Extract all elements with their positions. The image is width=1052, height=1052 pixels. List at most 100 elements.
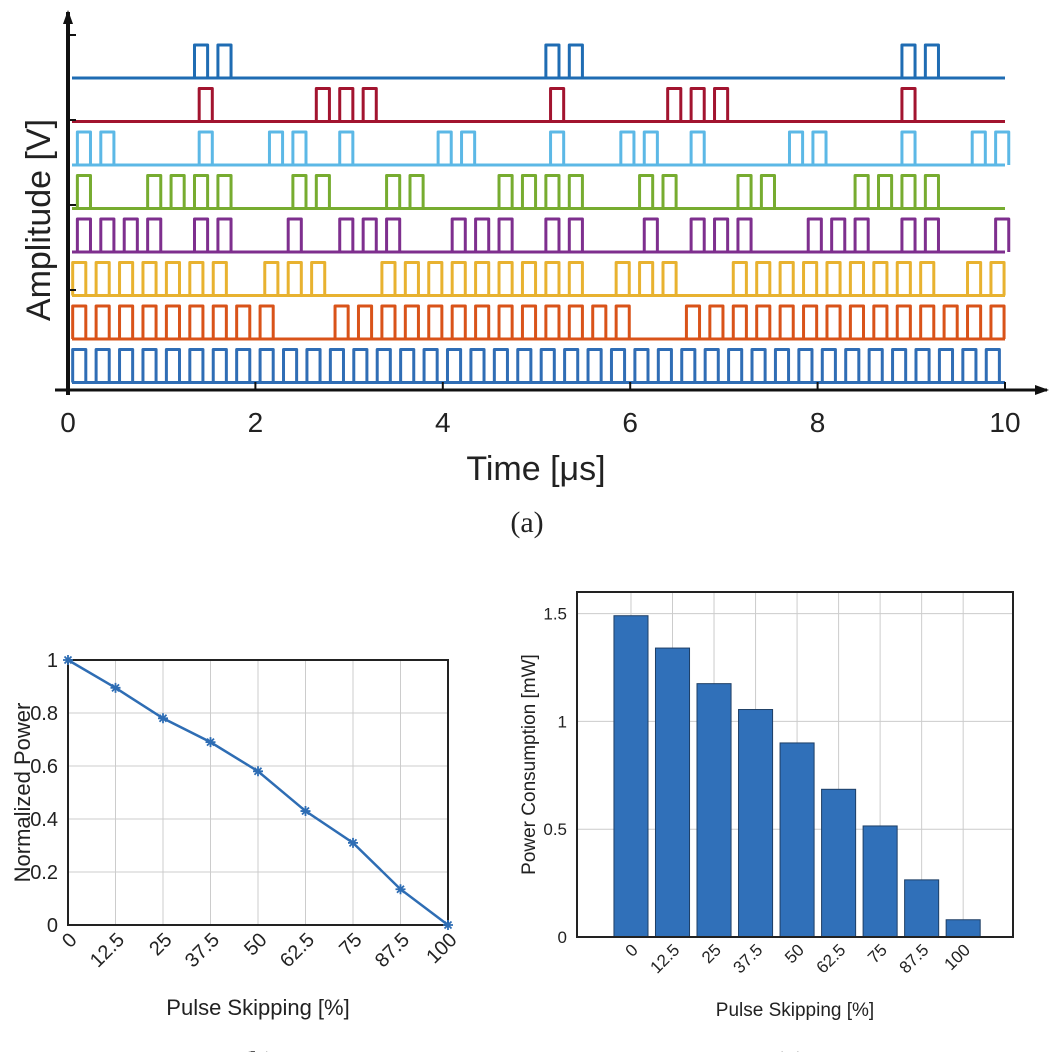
pulse bbox=[642, 217, 659, 252]
pulse bbox=[661, 261, 678, 296]
pulse bbox=[567, 43, 584, 78]
pulse bbox=[403, 261, 420, 296]
pulse bbox=[966, 304, 983, 339]
y-tick-label: 1 bbox=[558, 712, 567, 731]
pulse bbox=[900, 43, 917, 78]
pulse bbox=[474, 304, 491, 339]
pulse bbox=[328, 348, 345, 383]
point-marker bbox=[205, 737, 216, 748]
pulse bbox=[403, 304, 420, 339]
pulse bbox=[919, 261, 936, 296]
pulse bbox=[877, 174, 894, 209]
pulse bbox=[755, 261, 772, 296]
pulse bbox=[122, 217, 139, 252]
pulse bbox=[891, 348, 908, 383]
x-axis-label: Pulse Skipping [%] bbox=[166, 995, 349, 1020]
pulse bbox=[895, 261, 912, 296]
pulse bbox=[338, 87, 355, 122]
pulse bbox=[497, 217, 514, 252]
plot-frame bbox=[67, 659, 449, 926]
x-tick-label: 6 bbox=[622, 407, 638, 438]
pulse bbox=[586, 348, 603, 383]
pulse bbox=[591, 304, 608, 339]
x-tick-label: 87.5 bbox=[371, 929, 414, 972]
pulse bbox=[146, 174, 163, 209]
pulse bbox=[563, 348, 580, 383]
pulse bbox=[460, 130, 477, 165]
x-tick-label: 62.5 bbox=[813, 940, 850, 977]
pulse bbox=[192, 217, 210, 252]
pulse bbox=[469, 348, 486, 383]
pulse bbox=[731, 304, 748, 339]
x-tick-label: 4 bbox=[435, 407, 451, 438]
caption: (a) bbox=[510, 506, 543, 539]
pulse bbox=[984, 348, 1001, 383]
pulse bbox=[755, 304, 772, 339]
pulse bbox=[450, 304, 467, 339]
pulse bbox=[989, 261, 1006, 296]
pulse bbox=[291, 174, 308, 209]
pulse bbox=[71, 304, 88, 339]
pulse bbox=[258, 348, 275, 383]
pulse bbox=[689, 130, 706, 165]
pulse bbox=[211, 261, 228, 296]
pulse bbox=[567, 174, 584, 209]
pulse bbox=[614, 261, 631, 296]
pulse bbox=[71, 261, 88, 296]
y-tick-label: 0.4 bbox=[30, 809, 58, 831]
x-tick-label: 100 bbox=[941, 940, 974, 973]
pulse bbox=[497, 261, 514, 296]
pulse bbox=[642, 130, 659, 165]
pulse bbox=[352, 348, 369, 383]
pulse bbox=[258, 304, 275, 339]
y-axis-label: Power Consumption [mW] bbox=[519, 654, 540, 875]
pulse bbox=[614, 304, 631, 339]
pulse bbox=[867, 348, 884, 383]
pulse bbox=[900, 87, 917, 122]
y-tick-label: 0.5 bbox=[543, 820, 567, 839]
point-marker bbox=[63, 655, 73, 665]
y-tick-label: 0.6 bbox=[30, 756, 58, 778]
pulse bbox=[567, 304, 584, 339]
pulse bbox=[520, 304, 538, 339]
pulse bbox=[689, 87, 706, 122]
bar bbox=[779, 742, 815, 938]
pulse bbox=[188, 261, 205, 296]
pulse bbox=[923, 217, 940, 252]
point-marker bbox=[300, 806, 311, 817]
x-tick-label: 37.5 bbox=[181, 929, 224, 972]
pulse bbox=[291, 130, 308, 165]
x-tick-label: 37.5 bbox=[730, 940, 767, 977]
pulse bbox=[380, 304, 397, 339]
pulse bbox=[919, 304, 936, 339]
pulse bbox=[497, 174, 514, 209]
plot-frame bbox=[576, 591, 1014, 938]
pulse bbox=[192, 174, 210, 209]
pulse bbox=[567, 217, 584, 252]
pulse bbox=[853, 174, 870, 209]
pulse bbox=[544, 174, 561, 209]
pulse bbox=[71, 348, 88, 383]
pulse bbox=[314, 87, 331, 122]
pulse bbox=[923, 174, 940, 209]
caption: (c) bbox=[773, 1046, 806, 1052]
pulse bbox=[703, 348, 720, 383]
pulse bbox=[474, 217, 491, 252]
pulse bbox=[146, 217, 163, 252]
pulse bbox=[830, 217, 847, 252]
pulse bbox=[267, 130, 285, 165]
x-tick-label: 50 bbox=[240, 929, 271, 960]
pulse bbox=[544, 261, 561, 296]
pulse bbox=[99, 217, 116, 252]
pulse bbox=[680, 348, 697, 383]
x-tick-label: 87.5 bbox=[896, 940, 933, 977]
x-tick-label: 62.5 bbox=[276, 929, 319, 972]
pulse bbox=[802, 261, 819, 296]
pulse bbox=[802, 304, 819, 339]
pulse bbox=[118, 304, 135, 339]
pulse bbox=[661, 174, 678, 209]
bar bbox=[945, 919, 981, 938]
y-tick-label: 0.2 bbox=[30, 862, 58, 884]
